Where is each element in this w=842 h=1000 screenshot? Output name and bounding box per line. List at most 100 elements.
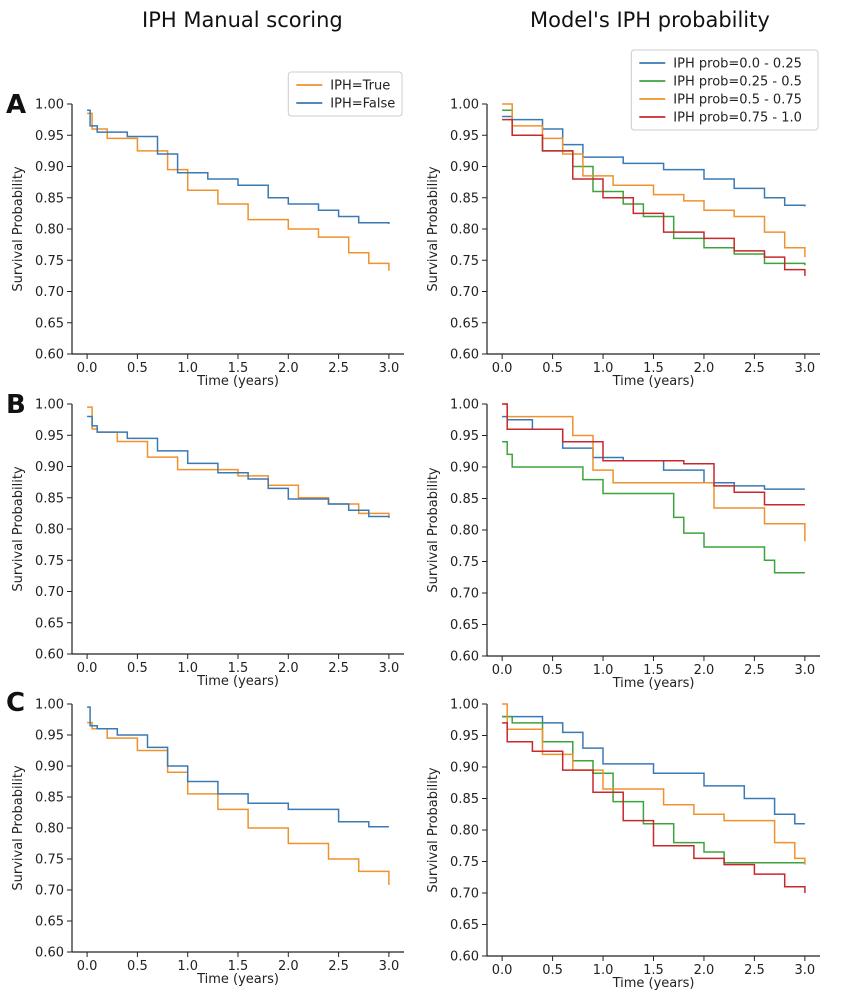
series-line-red [502,118,806,276]
legend-box [630,49,819,131]
y-tick-label: 0.85 [35,791,64,806]
x-tick-label: 0.0 [77,661,98,676]
series-line-orange [87,406,390,518]
series-line-blue [502,415,805,490]
x-tick-label: 1.0 [177,661,198,676]
y-axis-label: Survival Probability [11,765,26,891]
row-label-c: C [6,688,26,718]
y-tick-label: 0.90 [35,460,64,475]
x-tick-label: 2.5 [744,361,765,376]
y-tick-label: 0.95 [35,429,64,444]
y-tick-label: 0.85 [35,191,64,206]
x-axis-label: Time (years) [612,676,695,691]
series-line-blue [87,706,389,828]
y-tick-label: 0.85 [450,792,479,807]
y-tick-label: 0.90 [35,760,64,775]
y-tick-label: 0.80 [35,223,64,238]
series-line-red [502,403,805,506]
legend-label: IPH prob=0.5 - 0.75 [673,93,802,108]
series-line-green [502,441,805,574]
x-tick-label: 1.5 [643,963,664,978]
y-tick-label: 0.65 [450,618,479,633]
x-tick-label: 3.0 [379,661,400,676]
y-tick-label: 0.70 [450,887,479,902]
y-tick-label: 0.60 [450,348,479,363]
x-tick-label: 0.5 [127,361,148,376]
x-axis-label: Time (years) [612,374,695,389]
y-tick-label: 0.75 [35,254,64,269]
legend-label: IPH=True [330,79,390,94]
chart-C-right: 0.60 0.65 0.70 0.75 0.80 0.85 0.90 0.95 1.00 0.0 0… [426,698,820,991]
right-column-title: Model's IPH probability [530,8,770,32]
y-tick-label: 0.65 [35,915,64,930]
x-tick-label: 1.5 [228,661,249,676]
series-line-orange [502,403,806,542]
x-tick-label: 2.5 [328,661,349,676]
x-tick-label: 3.0 [795,663,816,678]
x-tick-label: 2.5 [328,959,349,974]
x-tick-label: 3.0 [795,361,816,376]
y-tick-label: 0.85 [450,191,479,206]
y-axis-label: Survival Probability [426,467,441,593]
series-line-orange [502,703,806,865]
y-tick-label: 1.00 [450,698,479,713]
x-tick-label: 3.0 [379,959,400,974]
x-tick-label: 1.0 [593,663,614,678]
x-tick-label: 1.0 [593,963,614,978]
x-tick-label: 0.0 [492,963,513,978]
series-line-red [502,722,806,893]
x-tick-label: 2.0 [694,963,715,978]
x-tick-label: 0.5 [127,661,148,676]
x-tick-label: 0.0 [492,663,513,678]
x-tick-label: 2.0 [278,361,299,376]
y-tick-label: 0.70 [450,285,479,300]
x-tick-label: 1.0 [593,361,614,376]
y-axis-label: Survival Probability [11,166,26,292]
y-tick-label: 0.85 [35,491,64,506]
x-tick-label: 1.5 [228,959,249,974]
left-column-title: IPH Manual scoring [142,8,343,32]
y-tick-label: 0.95 [450,129,479,144]
y-tick-label: 0.70 [450,587,479,602]
x-axis-label: Time (years) [196,972,279,987]
x-tick-label: 0.0 [77,361,98,376]
x-tick-label: 2.0 [278,959,299,974]
y-tick-label: 0.70 [35,285,64,300]
y-tick-label: 0.75 [450,855,479,870]
y-tick-label: 0.60 [35,348,64,363]
x-tick-label: 1.5 [228,361,249,376]
y-tick-label: 0.75 [450,555,479,570]
row-label-a: A [6,90,27,120]
row-label-b: B [6,390,26,420]
y-tick-label: 0.75 [35,853,64,868]
y-tick-label: 1.00 [35,98,64,113]
y-tick-label: 0.95 [35,129,64,144]
x-tick-label: 2.5 [744,963,765,978]
y-tick-label: 0.80 [450,524,479,539]
x-tick-label: 1.0 [177,361,198,376]
y-tick-label: 1.00 [35,698,64,713]
x-tick-label: 2.5 [744,663,765,678]
legend-label: IPH prob=0.75 - 1.0 [673,111,802,126]
y-tick-label: 0.60 [450,950,479,965]
y-tick-label: 0.90 [450,160,479,175]
y-tick-label: 1.00 [35,398,64,413]
y-tick-label: 0.65 [35,616,64,631]
y-tick-label: 0.80 [35,523,64,538]
y-tick-label: 1.00 [450,98,479,113]
y-tick-label: 0.65 [35,316,64,331]
y-tick-label: 0.90 [35,160,64,175]
y-tick-label: 0.75 [450,254,479,269]
y-tick-label: 0.90 [450,761,479,776]
x-tick-label: 3.0 [379,361,400,376]
y-axis-label: Survival Probability [11,466,26,592]
y-tick-label: 0.60 [35,648,64,663]
x-tick-label: 2.0 [694,361,715,376]
x-tick-label: 0.5 [542,663,563,678]
legend-label: IPH prob=0.25 - 0.5 [673,75,802,90]
x-axis-label: Time (years) [196,374,279,389]
series-line-orange [87,112,390,271]
chart-A-right: 0.60 0.65 0.70 0.75 0.80 0.85 0.90 0.95 1.00 0.0 0… [426,49,820,389]
y-tick-label: 0.70 [35,585,64,600]
